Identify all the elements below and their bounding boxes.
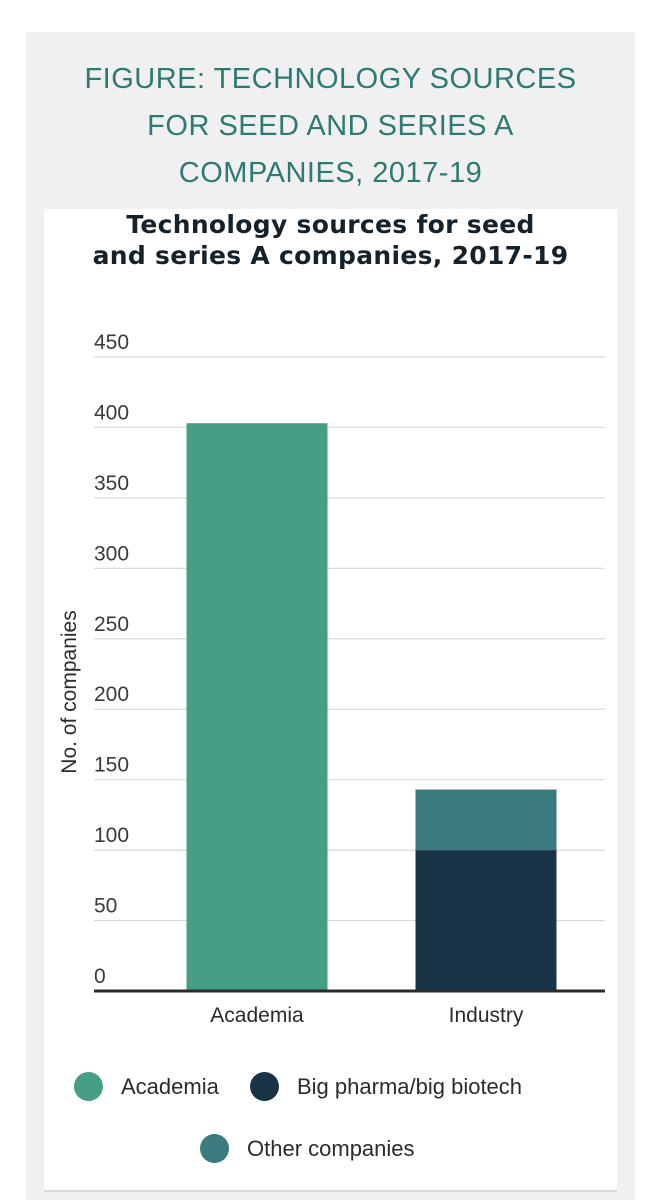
y-tick-label: 300 [94,542,129,565]
legend-label-big-pharma: Big pharma/big biotech [297,1073,523,1099]
figure-heading-line-1: FIGURE: TECHNOLOGY SOURCES [84,63,577,95]
legend-swatch-academia [74,1072,103,1101]
y-tick-label: 200 [94,683,129,706]
legend-swatch-big-pharma [250,1072,279,1101]
bar-chart: 0 50 100 150 200 250 300 350 400 450 No. of compan… [58,331,605,1027]
legend-item-other-companies: Other companies [200,1134,415,1163]
chart-card: Technology sources for seed and series A… [44,209,617,1190]
legend-item-big-pharma: Big pharma/big biotech [250,1072,522,1101]
legend-item-academia: Academia [74,1072,219,1101]
bar-industry-other-companies [415,789,557,851]
bottom-divider [44,1190,617,1192]
legend-swatch-other-companies [200,1134,229,1163]
chart-title: Technology sources for seed and series A… [44,209,617,271]
y-tick-label: 0 [94,965,106,988]
x-tick-label: Academia [210,1004,304,1027]
y-tick-label: 350 [94,472,129,495]
y-tick-label: 50 [94,895,117,918]
bar-industry-big-pharma-big-biotech [415,850,557,991]
y-tick-label: 450 [94,331,129,354]
figure-heading: FIGURE: TECHNOLOGY SOURCES FOR SEED AND … [26,56,635,197]
bar-academia-academia [186,423,328,991]
chart-title-line-1: Technology sources for seed [126,210,535,239]
y-axis-label: No. of companies [58,610,81,773]
legend-label-other-companies: Other companies [247,1135,415,1161]
y-tick-label: 100 [94,824,129,847]
y-tick-label: 250 [94,613,129,636]
figure-heading-line-2: FOR SEED AND SERIES A [147,110,514,142]
chart-title-line-2: and series A companies, 2017-19 [92,241,569,270]
y-tick-label: 150 [94,754,129,777]
legend-label-academia: Academia [121,1073,219,1099]
y-tick-label: 400 [94,401,129,424]
figure-heading-line-3: COMPANIES, 2017-19 [178,157,483,189]
x-tick-label: Industry [449,1004,524,1027]
